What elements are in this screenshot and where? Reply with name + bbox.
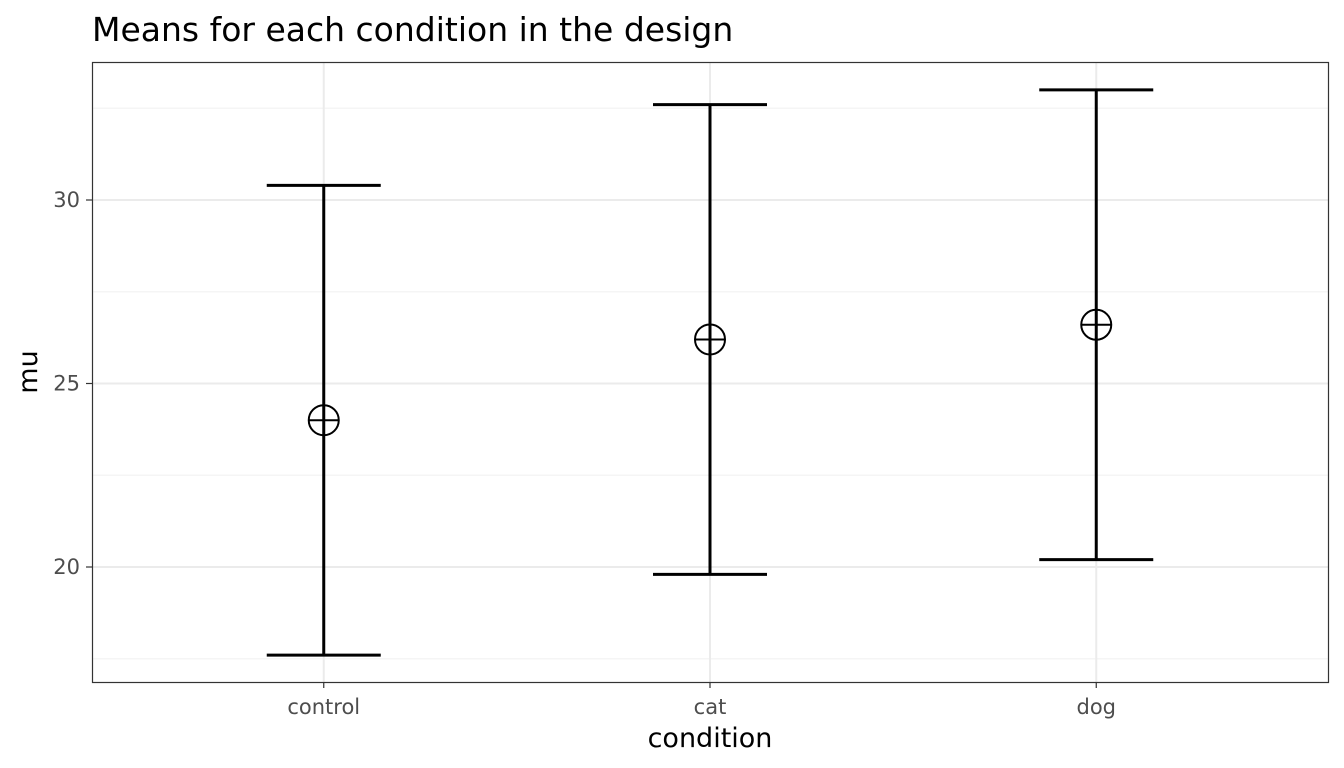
error-bars	[266, 88, 1154, 657]
y-tick-label: 25	[53, 372, 80, 396]
x-axis-ticks: control cat dog	[287, 682, 1116, 719]
x-tick-label: dog	[1076, 695, 1116, 719]
y-axis-ticks: 20 25 30	[53, 188, 92, 579]
mean-points	[307, 308, 1113, 437]
chart-title: Means for each condition in the design	[92, 10, 733, 49]
y-tick-label: 30	[53, 188, 80, 212]
y-tick-label: 20	[53, 555, 80, 579]
x-tick-label: cat	[694, 695, 727, 719]
x-axis-title: condition	[648, 723, 773, 754]
x-tick-label: control	[287, 695, 360, 719]
y-axis-title: mu	[13, 350, 44, 393]
